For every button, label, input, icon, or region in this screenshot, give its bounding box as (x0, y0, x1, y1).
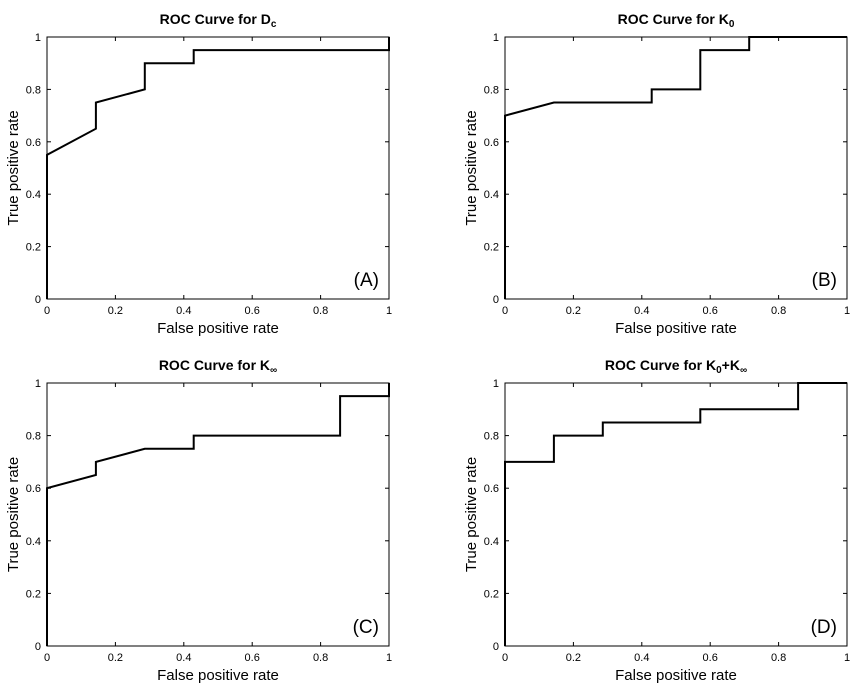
y-tick-label-c: 0.2 (26, 588, 41, 600)
x-tick-label-d: 0.4 (634, 652, 649, 664)
x-axis-label-b: False positive rate (615, 320, 737, 337)
x-tick-label-b: 0.8 (771, 305, 786, 317)
chart-panel-d: 0 0.2 0.4 0.6 0.8 1 0 0.2 0.4 0.6 0.8 1 ROC Curve fo… (463, 357, 850, 684)
x-tick-label-d: 0.2 (566, 652, 581, 664)
y-axis-label-c: True positive rate (5, 457, 22, 572)
x-tick-label-c: 0.2 (108, 652, 123, 664)
y-tick-label-d: 1 (493, 378, 499, 390)
y-tick-label-d: 0 (493, 641, 499, 653)
y-tick-label-b: 1 (493, 32, 499, 44)
x-axis-label-a: False positive rate (157, 320, 279, 337)
x-tick-label-d: 0 (502, 652, 508, 664)
axes-frame-a (46, 36, 390, 300)
roc-curve-c (46, 383, 390, 646)
x-tick-label-c: 0.8 (313, 652, 328, 664)
y-tick-label-a: 1 (35, 32, 41, 44)
chart-panel-a: 0 0.2 0.4 0.6 0.8 1 0 0.2 0.4 0.6 0.8 1 ROC Curve fo… (5, 11, 392, 337)
axes-frame-c (46, 382, 390, 647)
y-tick-label-a: 0.6 (26, 137, 41, 149)
y-axis-label-a: True positive rate (5, 110, 22, 225)
chart-title-d: ROC Curve for K0+K∞ (605, 357, 747, 376)
y-tick-label-a: 0.2 (26, 242, 41, 254)
panel-label-c: (C) (353, 617, 379, 638)
y-tick-label-d: 0.4 (484, 536, 499, 548)
panel-label-b: (B) (812, 270, 837, 291)
x-tick-label-a: 0.2 (108, 305, 123, 317)
x-tick-label-a: 0.6 (245, 305, 260, 317)
axes-frame-b (504, 36, 848, 300)
x-tick-label-a: 0.8 (313, 305, 328, 317)
y-tick-label-b: 0.4 (484, 189, 499, 201)
x-tick-label-a: 1 (386, 305, 392, 317)
x-tick-label-a: 0.4 (176, 305, 191, 317)
x-tick-label-b: 0.2 (566, 305, 581, 317)
y-tick-label-b: 0.6 (484, 137, 499, 149)
y-tick-label-d: 0.6 (484, 483, 499, 495)
y-tick-label-a: 0 (35, 294, 41, 306)
x-tick-label-c: 0 (44, 652, 50, 664)
y-tick-label-c: 0.4 (26, 536, 41, 548)
x-tick-label-c: 0.6 (245, 652, 260, 664)
x-axis-label-d: False positive rate (615, 667, 737, 684)
y-tick-label-c: 0.6 (26, 483, 41, 495)
panel-label-d: (D) (811, 617, 837, 638)
x-tick-label-c: 0.4 (176, 652, 191, 664)
x-tick-label-b: 1 (844, 305, 850, 317)
y-axis-label-d: True positive rate (463, 457, 480, 572)
y-axis-label-b: True positive rate (463, 110, 480, 225)
x-tick-label-d: 0.6 (703, 652, 718, 664)
panel-label-a: (A) (354, 270, 379, 291)
y-tick-label-a: 0.4 (26, 189, 41, 201)
x-tick-label-b: 0 (502, 305, 508, 317)
x-tick-label-d: 1 (844, 652, 850, 664)
x-tick-label-c: 1 (386, 652, 392, 664)
roc-curve-b (504, 36, 847, 299)
x-tick-label-d: 0.8 (771, 652, 786, 664)
roc-curve-a (46, 37, 390, 299)
y-tick-label-b: 0.2 (484, 242, 499, 254)
x-tick-label-a: 0 (44, 305, 50, 317)
y-tick-label-d: 0.8 (484, 431, 499, 443)
y-tick-label-c: 1 (35, 378, 41, 390)
y-tick-label-d: 0.2 (484, 588, 499, 600)
x-tick-label-b: 0.6 (703, 305, 718, 317)
x-tick-label-b: 0.4 (634, 305, 649, 317)
chart-panel-b: 0 0.2 0.4 0.6 0.8 1 0 0.2 0.4 0.6 0.8 1 ROC Curve fo… (463, 11, 850, 337)
chart-panel-c: 0 0.2 0.4 0.6 0.8 1 0 0.2 0.4 0.6 0.8 1 ROC Curve fo… (5, 357, 392, 684)
y-tick-label-b: 0 (493, 294, 499, 306)
y-tick-label-b: 0.8 (484, 84, 499, 96)
y-tick-label-c: 0.8 (26, 431, 41, 443)
y-tick-label-a: 0.8 (26, 84, 41, 96)
x-axis-label-c: False positive rate (157, 667, 279, 684)
chart-title-c: ROC Curve for K∞ (159, 357, 277, 376)
y-tick-label-c: 0 (35, 641, 41, 653)
roc-curve-d (504, 382, 847, 646)
chart-title-a: ROC Curve for Dc (160, 11, 277, 30)
chart-title-b: ROC Curve for K0 (618, 11, 735, 30)
axes-frame-d (504, 382, 848, 647)
